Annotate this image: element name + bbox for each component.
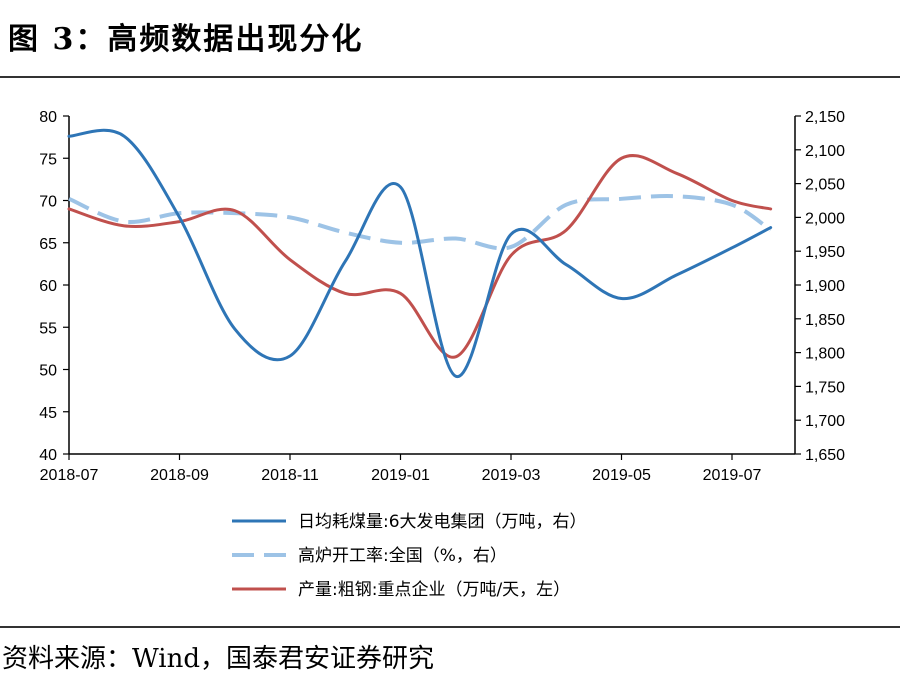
right-tick-label: 1,800 xyxy=(805,346,845,363)
x-tick-label: 2019-07 xyxy=(703,467,762,484)
right-tick-label: 2,150 xyxy=(805,109,845,126)
series-line-2 xyxy=(67,154,773,359)
right-tick-label: 1,700 xyxy=(805,413,845,430)
left-tick-label: 65 xyxy=(39,236,57,253)
legend-label-2: 产量:粗钢:重点企业（万吨/天，左） xyxy=(298,580,570,600)
left-tick-label: 75 xyxy=(39,151,57,168)
chart: 40 45 50 55 60 65 70 75 80 1,650 1,700 1,750 1,800 1,… xyxy=(39,109,845,600)
x-tick-label: 2019-01 xyxy=(371,467,430,484)
right-tick-label: 1,750 xyxy=(805,379,845,396)
source-note: 资料来源：Wind，国泰君安证券研究 xyxy=(2,644,434,674)
right-tick-label: 1,900 xyxy=(805,278,845,295)
x-tick-label: 2019-05 xyxy=(592,467,651,484)
series-line-0 xyxy=(67,128,773,378)
left-tick-label: 50 xyxy=(39,363,57,380)
left-tick-label: 55 xyxy=(39,320,57,337)
figure-title: 图 3：高频数据出现分化 xyxy=(8,22,364,57)
left-tick-label: 80 xyxy=(39,109,57,126)
left-tick-label: 70 xyxy=(39,194,57,211)
top-rule xyxy=(0,76,900,78)
right-tick-label: 2,050 xyxy=(805,177,845,194)
legend-label-1: 高炉开工率:全国（%，右） xyxy=(298,546,507,566)
right-tick-label: 1,950 xyxy=(805,244,845,261)
right-tick-label: 1,850 xyxy=(805,312,845,329)
series-line-1 xyxy=(68,194,772,251)
x-tick-label: 2018-07 xyxy=(40,467,99,484)
right-tick-label: 2,000 xyxy=(805,210,845,227)
x-tick-label: 2019-03 xyxy=(482,467,541,484)
bottom-rule xyxy=(0,626,900,628)
right-tick-label: 1,650 xyxy=(805,447,845,464)
left-tick-label: 40 xyxy=(39,447,57,464)
left-tick-label: 60 xyxy=(39,278,57,295)
legend-label-0: 日均耗煤量:6大发电集团（万吨，右） xyxy=(298,512,587,532)
x-tick-label: 2018-11 xyxy=(261,467,319,484)
right-tick-label: 2,100 xyxy=(805,143,845,160)
x-tick-label: 2018-09 xyxy=(150,467,209,484)
left-tick-label: 45 xyxy=(39,405,57,422)
